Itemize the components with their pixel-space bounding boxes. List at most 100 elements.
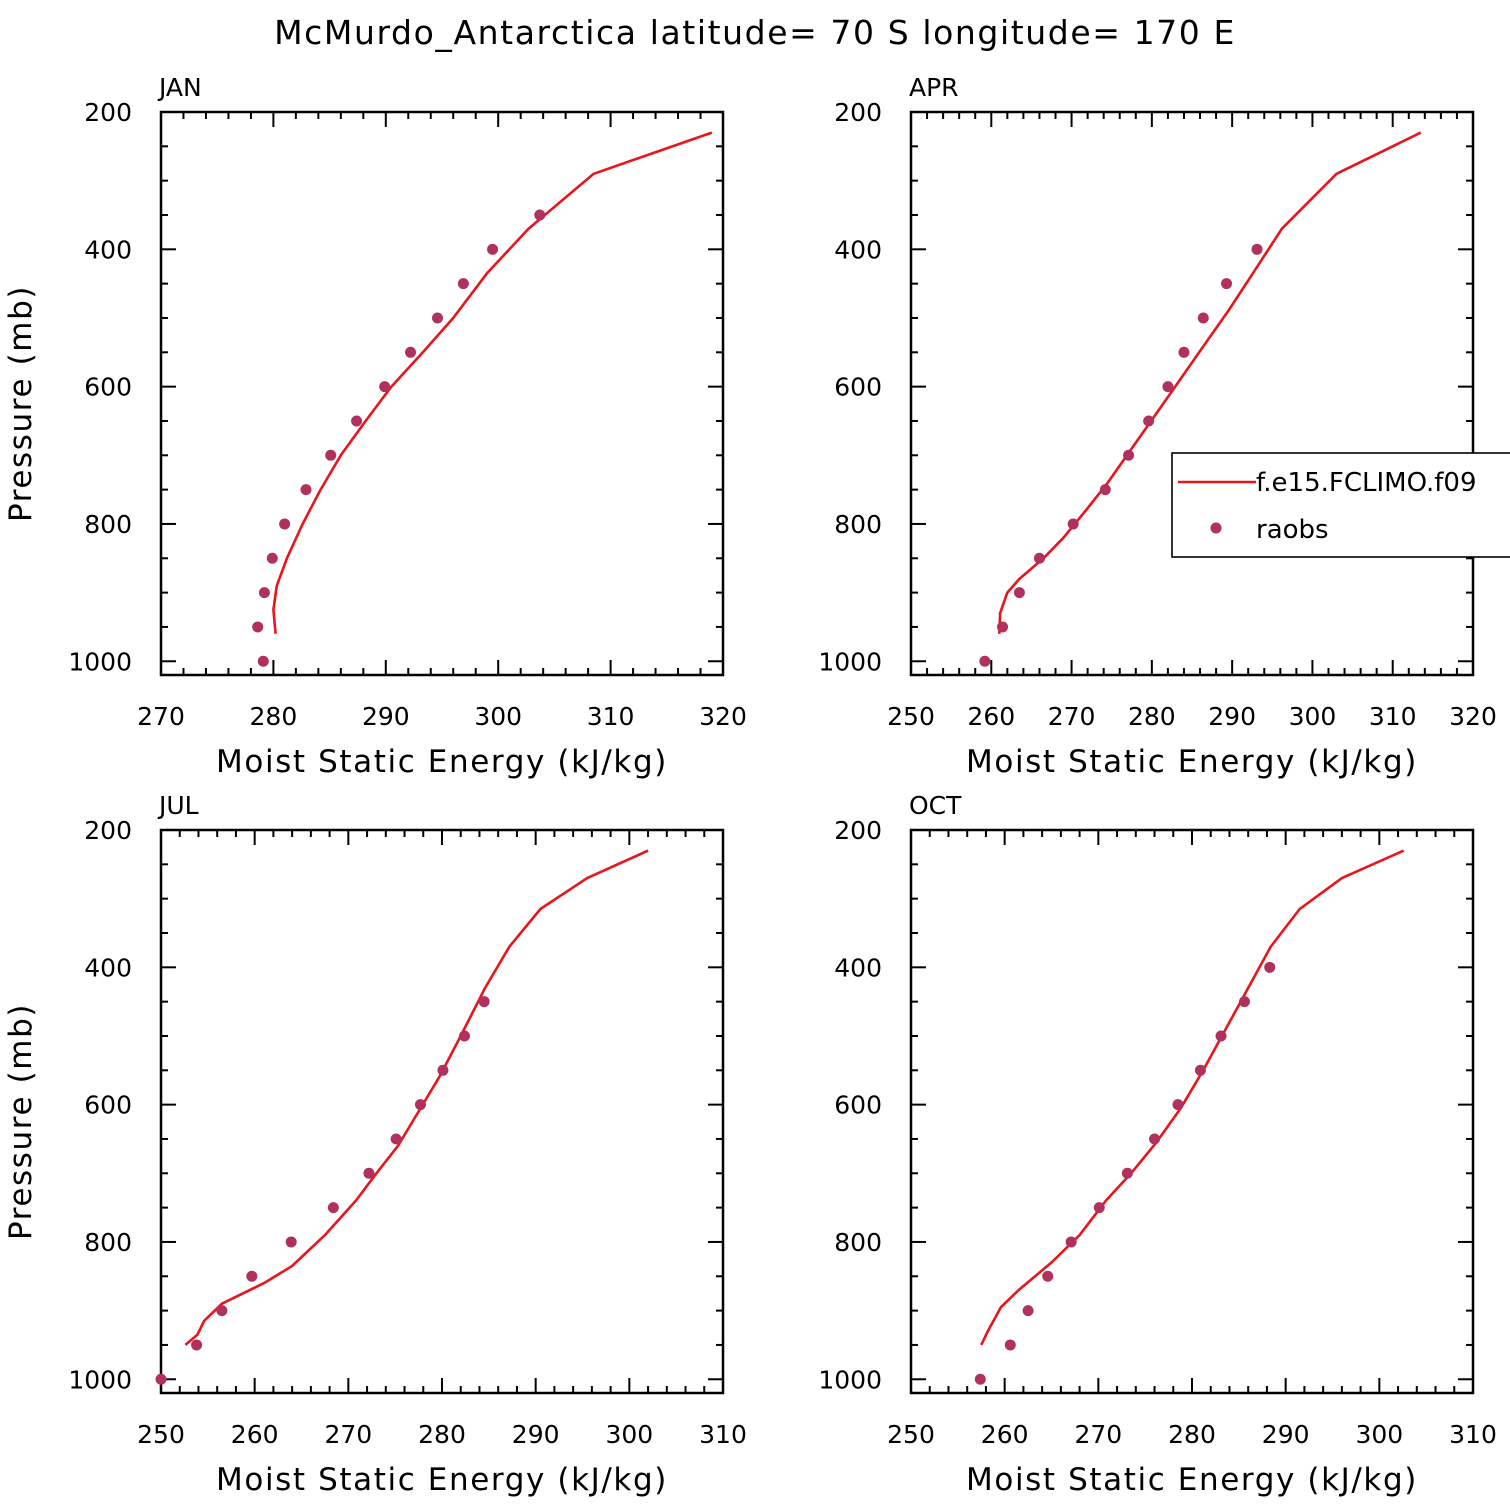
obs-point	[1121, 1167, 1133, 1179]
legend-dot-swatch	[1210, 522, 1222, 534]
y-tick-label: 600	[834, 1091, 882, 1120]
y-tick-label: 200	[834, 98, 882, 127]
obs-point	[1065, 1236, 1077, 1248]
y-tick-label: 400	[834, 953, 882, 982]
y-tick-label: 200	[84, 98, 132, 127]
x-tick-label: 280	[250, 702, 298, 731]
obs-point	[379, 381, 391, 393]
panels: JAN 270 280 290 300 310 320 200 400 600 800 1000 Moi…	[3, 73, 1497, 1498]
x-tick-label: 290	[1262, 1420, 1310, 1449]
y-tick-label: 600	[834, 373, 882, 402]
y-axis-label: Pressure (mb)	[3, 285, 39, 522]
obs-point	[1197, 312, 1209, 324]
obs-point	[1123, 449, 1135, 461]
obs-point	[325, 449, 337, 461]
y-tick-label: 800	[84, 1228, 132, 1257]
x-tick-label: 300	[605, 1420, 653, 1449]
y-tick-label: 200	[834, 816, 882, 845]
obs-point	[432, 312, 444, 324]
y-tick-label: 400	[84, 235, 132, 264]
x-axis-label: Moist Static Energy (kJ/kg)	[966, 1462, 1418, 1498]
obs-point	[458, 1030, 470, 1042]
obs-point	[1042, 1270, 1054, 1282]
obs-point	[191, 1339, 203, 1351]
y-tick-label: 600	[84, 373, 132, 402]
obs-point	[1099, 484, 1111, 496]
y-tick-label: 1000	[68, 647, 132, 676]
x-tick-label: 260	[981, 1420, 1029, 1449]
x-tick-label: 300	[1355, 1420, 1403, 1449]
obs-point	[351, 415, 363, 427]
x-tick-label: 280	[418, 1420, 466, 1449]
y-tick-label: 400	[84, 953, 132, 982]
x-tick-label: 250	[887, 1420, 935, 1449]
obs-point	[1149, 1133, 1161, 1145]
obs-point	[279, 518, 291, 530]
x-tick-label: 300	[1289, 702, 1337, 731]
obs-point	[1221, 278, 1233, 290]
obs-point	[257, 655, 269, 667]
legend-box	[1171, 452, 1510, 558]
obs-point	[1178, 346, 1190, 358]
obs-point	[1143, 415, 1155, 427]
obs-point	[1022, 1305, 1034, 1317]
y-tick-label: 800	[84, 510, 132, 539]
x-tick-label: 310	[1449, 1420, 1497, 1449]
obs-point	[266, 552, 278, 564]
obs-point	[300, 484, 312, 496]
x-tick-label: 290	[512, 1420, 560, 1449]
x-tick-label: 310	[699, 1420, 747, 1449]
obs-point	[1264, 961, 1276, 973]
y-tick-label: 1000	[818, 1365, 882, 1394]
y-tick-label: 200	[84, 816, 132, 845]
legend-label-obs: raobs	[1256, 515, 1329, 545]
panel-oct: OCT 250 260 270 280 290 300 310 200 400 600 800 1000…	[818, 791, 1496, 1498]
x-tick-label: 250	[137, 1420, 185, 1449]
figure-title: McMurdo_Antarctica latitude= 70 S longit…	[274, 13, 1236, 52]
obs-point	[258, 587, 270, 599]
panel-jan: JAN 270 280 290 300 310 320 200 400 600 800 1000 Moi…	[3, 73, 747, 780]
x-axis-label: Moist Static Energy (kJ/kg)	[216, 744, 668, 780]
obs-point	[487, 243, 499, 255]
obs-point	[414, 1099, 426, 1111]
obs-point	[1067, 518, 1079, 530]
obs-point	[534, 209, 546, 221]
x-tick-label: 270	[137, 702, 185, 731]
y-tick-label: 1000	[68, 1365, 132, 1394]
obs-point	[997, 621, 1009, 633]
obs-point	[1238, 996, 1250, 1008]
obs-point	[390, 1133, 402, 1145]
panel-label: OCT	[909, 791, 962, 820]
obs-point	[1172, 1099, 1184, 1111]
x-tick-label: 270	[324, 1420, 372, 1449]
y-tick-label: 400	[834, 235, 882, 264]
x-tick-label: 290	[362, 702, 410, 731]
x-tick-label: 270	[1048, 702, 1096, 731]
obs-point	[979, 655, 991, 667]
obs-point	[1194, 1064, 1206, 1076]
x-tick-label: 320	[699, 702, 747, 731]
x-tick-label: 250	[887, 702, 935, 731]
obs-point	[1251, 243, 1263, 255]
plot-frame	[909, 110, 1475, 677]
x-tick-label: 280	[1128, 702, 1176, 731]
obs-point	[457, 278, 469, 290]
x-tick-label: 310	[587, 702, 635, 731]
y-tick-label: 800	[834, 510, 882, 539]
obs-point	[1033, 552, 1045, 564]
x-tick-label: 260	[231, 1420, 279, 1449]
obs-point	[246, 1270, 258, 1282]
obs-point	[478, 996, 490, 1008]
plot-frame	[159, 110, 725, 677]
panel-jul: JUL 250 260 270 280 290 300 310 200 400 600 800 1000…	[3, 791, 747, 1498]
x-axis-label: Moist Static Energy (kJ/kg)	[966, 744, 1418, 780]
x-axis-label: Moist Static Energy (kJ/kg)	[216, 1462, 668, 1498]
obs-point	[1162, 381, 1174, 393]
obs-point	[1004, 1339, 1016, 1351]
y-tick-label: 600	[84, 1091, 132, 1120]
obs-point	[155, 1373, 167, 1385]
x-tick-label: 300	[474, 702, 522, 731]
panel-label: JUL	[157, 791, 199, 820]
x-tick-label: 290	[1208, 702, 1256, 731]
